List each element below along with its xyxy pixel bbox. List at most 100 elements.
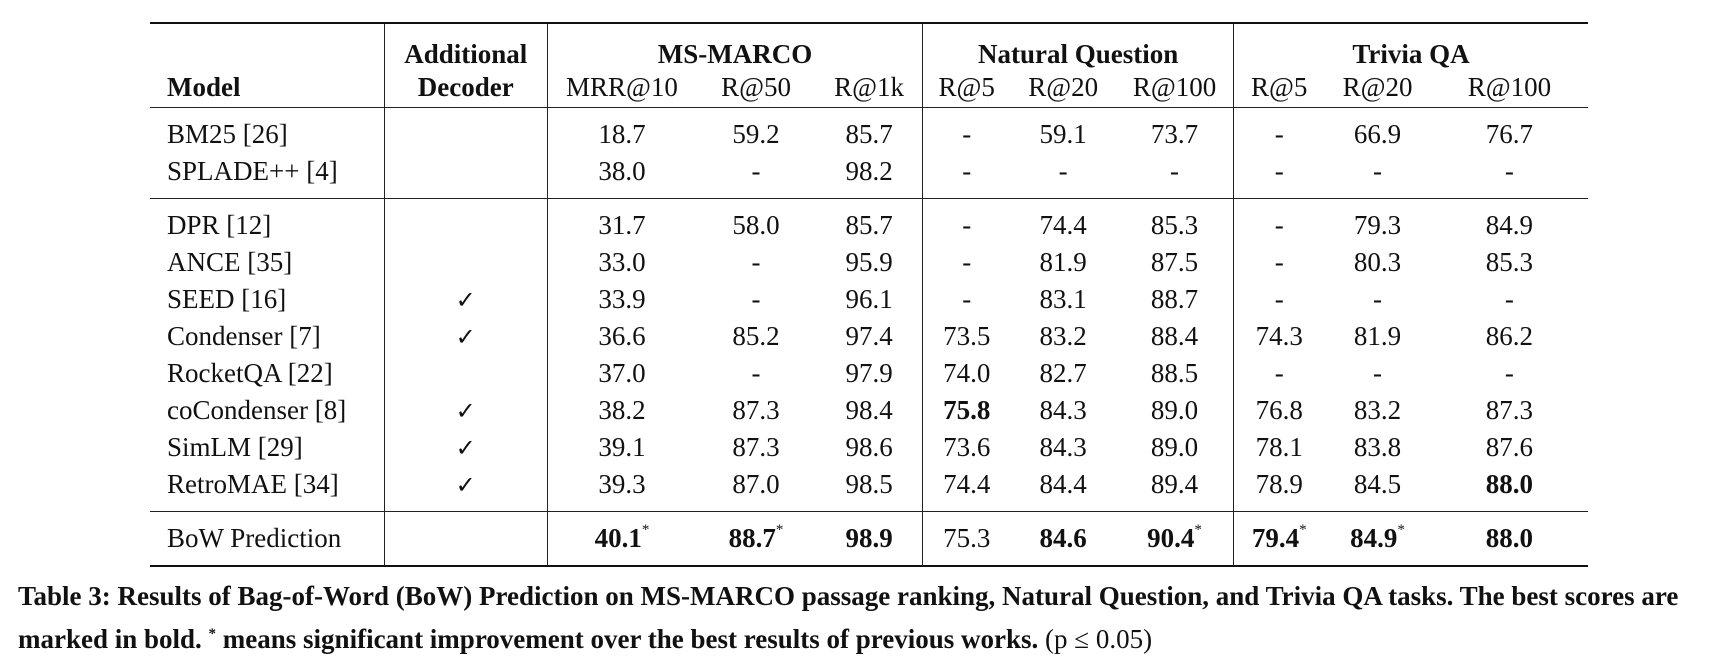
metric-value: 88.0 xyxy=(1430,511,1588,567)
metric-value: - xyxy=(1504,358,1514,388)
results-table: Additional MS-MARCO Natural Question Tri… xyxy=(150,22,1588,567)
spacer-cell xyxy=(816,107,923,116)
spacer-cell xyxy=(696,107,817,116)
metric-value: 84.6 xyxy=(1010,511,1116,567)
significance-star: * xyxy=(1299,522,1307,538)
metric-value: - xyxy=(1373,156,1383,186)
metric-value: - xyxy=(1170,156,1180,186)
decoder-check xyxy=(383,244,548,281)
spacer-cell xyxy=(546,503,697,512)
table-row: SPLADE++ [4] 38.0-98.2- - - - - - xyxy=(150,153,1588,190)
header-model-spacer xyxy=(150,22,385,68)
model-name: RetroMAE [34] xyxy=(167,469,339,499)
spacer-cell xyxy=(546,190,697,199)
spacer-cell xyxy=(546,107,697,116)
metric-value: 74.4 xyxy=(922,466,1011,503)
metric-value: 38.0 xyxy=(546,153,697,190)
metric-value: - xyxy=(1233,244,1325,281)
spacer-cell xyxy=(1324,107,1431,116)
metric-value: 74.0 xyxy=(922,355,1011,392)
metric-value: - xyxy=(751,156,761,186)
metric-value: 82.7 xyxy=(1039,358,1087,388)
metric-value: 84.9* xyxy=(1324,511,1431,567)
spacer-cell xyxy=(1430,107,1588,116)
header-group-trivia: Trivia QA xyxy=(1233,22,1588,68)
metric-value: 78.9 xyxy=(1233,466,1325,503)
metric-value: 84.4 xyxy=(1039,469,1087,499)
metric-value: 74.4 xyxy=(1039,210,1087,240)
section-rule xyxy=(150,198,1588,207)
spacer-cell xyxy=(922,503,1011,512)
model-name: ANCE [35] xyxy=(167,247,293,277)
metric-value: 96.1 xyxy=(845,284,893,314)
decoder-check xyxy=(383,355,548,392)
metric-value: - xyxy=(922,116,1011,153)
metric-value: 86.2 xyxy=(1485,321,1534,351)
metric-value: - xyxy=(1233,355,1325,392)
metric-value: 98.5 xyxy=(845,469,893,499)
metric-value: - xyxy=(1504,284,1514,314)
header-metric: R@100 xyxy=(1467,72,1552,102)
metric-value: 84.9 xyxy=(1485,210,1534,240)
table-row: SEED [16] ✓ 33.9-96.1-83.1 88.7- - - xyxy=(150,281,1588,318)
metric-value: 88.0 xyxy=(1485,469,1534,499)
spacer-cell xyxy=(1010,190,1116,199)
spacer-cell xyxy=(383,107,548,116)
spacer-cell xyxy=(383,198,548,207)
metric-value: 73.5 xyxy=(922,318,1011,355)
spacer-cell xyxy=(922,107,1011,116)
decoder-check: ✓ xyxy=(383,318,548,355)
spacer-cell xyxy=(150,107,385,116)
header-row-metrics: Model Decoder MRR@10 R@50 R@1k R@5 R@20 … xyxy=(150,68,1588,108)
section-gap xyxy=(150,190,1588,199)
metric-value: 59.1 xyxy=(1039,119,1087,149)
significance-star: * xyxy=(775,522,784,538)
header-metric: R@1k xyxy=(834,72,904,102)
caption-star: * xyxy=(208,626,217,642)
metric-value: 18.7 xyxy=(546,116,697,153)
metric-value: 98.6 xyxy=(845,432,893,462)
model-name: RocketQA [22] xyxy=(167,358,333,388)
metric-value: 81.9 xyxy=(1039,247,1087,277)
metric-value: 88.7* xyxy=(696,511,817,567)
metric-value: - xyxy=(751,358,761,388)
metric-value: 95.9 xyxy=(845,247,893,277)
metric-value: 33.0 xyxy=(546,244,697,281)
spacer-cell xyxy=(1010,107,1116,116)
spacer-cell xyxy=(150,190,384,199)
spacer-cell xyxy=(1431,503,1588,512)
table-row: BM25 [26] 18.7 59.2 85.7-59.1 73.7-66.9 76.7 xyxy=(150,116,1588,153)
metric-value: 85.7 xyxy=(845,210,893,240)
spacer-cell xyxy=(816,198,923,207)
header-metric: R@20 xyxy=(1028,72,1099,102)
metric-value: 75.8 xyxy=(922,392,1011,429)
header-metric: R@50 xyxy=(721,72,791,102)
metric-value: 85.7 xyxy=(845,119,893,149)
header-metric: R@100 xyxy=(1132,72,1217,102)
metric-value: 98.9 xyxy=(816,511,923,567)
metric-value: 74.3 xyxy=(1233,318,1325,355)
model-name: SimLM [29] xyxy=(167,432,303,462)
metric-value: - xyxy=(922,153,1011,190)
metric-value: 83.8 xyxy=(1353,432,1402,462)
model-name: Condenser [7] xyxy=(167,321,321,351)
section-rule xyxy=(150,107,1588,116)
table-row: RocketQA [22] 37.0 - 97.9 74.0 82.7 88.5 - - - xyxy=(150,355,1588,392)
metric-value: 36.6 xyxy=(546,318,697,355)
spacer-cell xyxy=(1233,107,1325,116)
metric-value: 83.2 xyxy=(1039,321,1087,351)
spacer-cell xyxy=(1116,190,1234,199)
table-row: ANCE [35] 33.0-95.9-81.9 87.5-80.3 85.3 xyxy=(150,244,1588,281)
spacer-cell xyxy=(816,503,923,512)
spacer-cell xyxy=(1324,198,1431,207)
header-model: Model xyxy=(167,72,241,102)
section-gap xyxy=(150,503,1588,512)
metric-value: 90.4* xyxy=(1115,511,1234,567)
metric-value: 31.7 xyxy=(546,207,697,244)
metric-value: 98.4 xyxy=(845,395,893,425)
metric-value: 75.3 xyxy=(922,511,1011,567)
spacer-cell xyxy=(1430,198,1588,207)
spacer-cell xyxy=(1233,503,1325,512)
caption-lead: Table 3: Results of Bag-of-Word (BoW) Pr… xyxy=(18,581,1679,654)
metric-value: 76.7 xyxy=(1485,119,1534,149)
